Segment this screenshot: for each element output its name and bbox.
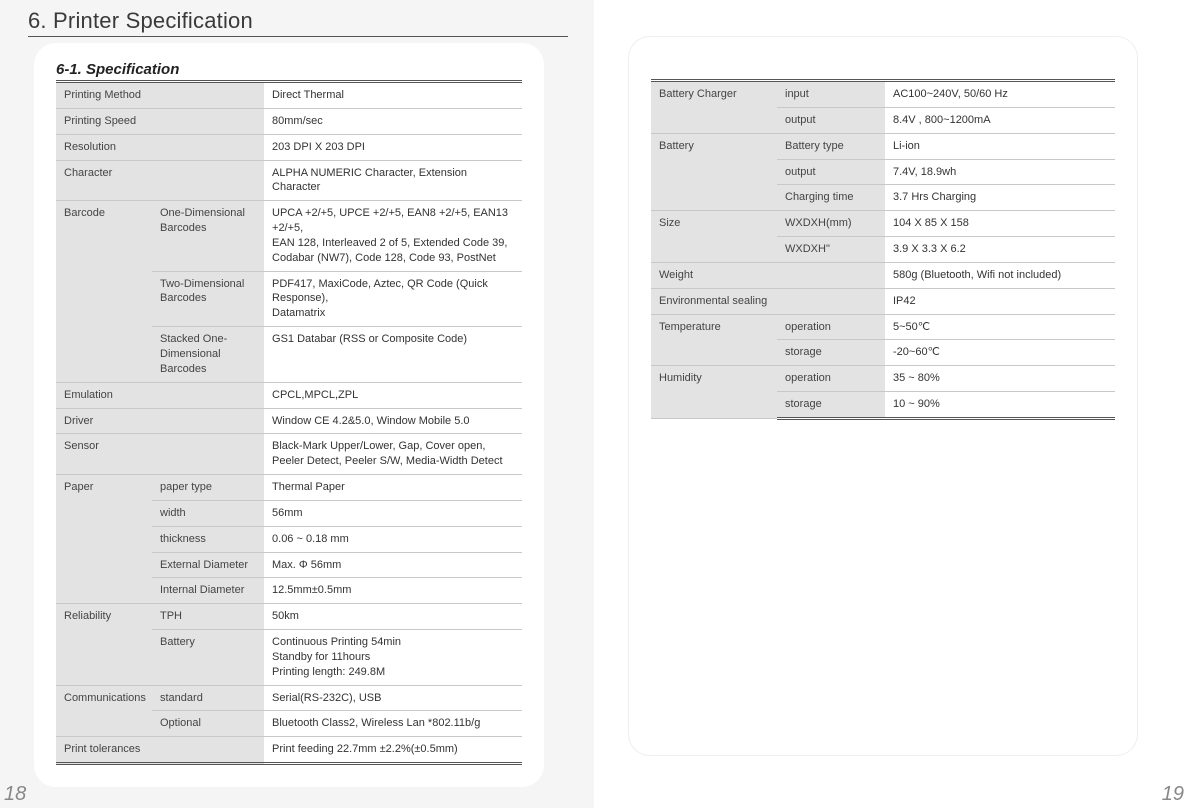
right-panel: Battery Charger input AC100~240V, 50/60 … (628, 36, 1138, 756)
row-value: 3.7 Hrs Charging (885, 185, 1115, 211)
row-label: Emulation (56, 382, 264, 408)
row-sublabel: TPH (152, 604, 264, 630)
row-value: 203 DPI X 203 DPI (264, 134, 522, 160)
row-label: Battery Charger (651, 81, 777, 134)
row-sublabel: One-Dimensional Barcodes (152, 201, 264, 271)
row-value: AC100~240V, 50/60 Hz (885, 81, 1115, 108)
row-value: 7.4V, 18.9wh (885, 159, 1115, 185)
row-value: 5~50℃ (885, 314, 1115, 340)
row-sublabel: Internal Diameter (152, 578, 264, 604)
row-value: Continuous Printing 54min Standby for 11… (264, 630, 522, 686)
row-label: Character (56, 160, 264, 201)
row-value: Serial(RS-232C), USB (264, 685, 522, 711)
row-sublabel: storage (777, 340, 885, 366)
page-number-right: 19 (1162, 783, 1184, 806)
left-panel: 6-1. Specification Printing Method Direc… (34, 43, 544, 787)
row-value: Bluetooth Class2, Wireless Lan *802.11b/… (264, 711, 522, 737)
row-value: 80mm/sec (264, 108, 522, 134)
row-value: Thermal Paper (264, 475, 522, 501)
row-sublabel: Charging time (777, 185, 885, 211)
row-value: 3.9 X 3.3 X 6.2 (885, 237, 1115, 263)
row-label: Resolution (56, 134, 264, 160)
row-sublabel: output (777, 159, 885, 185)
row-value: Max. Φ 56mm (264, 552, 522, 578)
row-label: Weight (651, 262, 885, 288)
row-value: CPCL,MPCL,ZPL (264, 382, 522, 408)
row-sublabel: standard (152, 685, 264, 711)
row-value: PDF417, MaxiCode, Aztec, QR Code (Quick … (264, 271, 522, 327)
page-right: Battery Charger input AC100~240V, 50/60 … (594, 0, 1188, 808)
row-sublabel: Battery type (777, 133, 885, 159)
spec-table-left: Printing Method Direct Thermal Printing … (56, 80, 522, 765)
row-value: -20~60℃ (885, 340, 1115, 366)
row-value: Print feeding 22.7mm ±2.2%(±0.5mm) (264, 737, 522, 764)
row-sublabel: WXDXH(mm) (777, 211, 885, 237)
row-sublabel: output (777, 107, 885, 133)
row-label: Printing Speed (56, 108, 264, 134)
row-label: Driver (56, 408, 264, 434)
row-label: Size (651, 211, 777, 263)
page-number-left: 18 (4, 783, 26, 806)
row-sublabel: WXDXH" (777, 237, 885, 263)
row-value: 10 ~ 90% (885, 392, 1115, 419)
row-label: Battery (651, 133, 777, 211)
chapter-title: 6. Printer Specification (28, 8, 566, 34)
row-value: Li-ion (885, 133, 1115, 159)
row-value: GS1 Databar (RSS or Composite Code) (264, 327, 522, 383)
row-label: Environmental sealing (651, 288, 885, 314)
row-value: 12.5mm±0.5mm (264, 578, 522, 604)
row-label: Printing Method (56, 82, 264, 109)
row-label: Print tolerances (56, 737, 264, 764)
row-sublabel: Stacked One-Dimensional Barcodes (152, 327, 264, 383)
row-value: ALPHA NUMERIC Character, Extension Chara… (264, 160, 522, 201)
spec-table-right: Battery Charger input AC100~240V, 50/60 … (651, 79, 1115, 420)
row-value: Direct Thermal (264, 82, 522, 109)
row-value: 0.06 ~ 0.18 mm (264, 526, 522, 552)
row-value: 56mm (264, 500, 522, 526)
row-label: Sensor (56, 434, 264, 475)
row-value: Black-Mark Upper/Lower, Gap, Cover open,… (264, 434, 522, 475)
row-value: UPCA +2/+5, UPCE +2/+5, EAN8 +2/+5, EAN1… (264, 201, 522, 271)
row-sublabel: width (152, 500, 264, 526)
row-value: 35 ~ 80% (885, 366, 1115, 392)
row-sublabel: input (777, 81, 885, 108)
row-sublabel: External Diameter (152, 552, 264, 578)
row-label: Temperature (651, 314, 777, 366)
row-value: Window CE 4.2&5.0, Window Mobile 5.0 (264, 408, 522, 434)
section-title: 6-1. Specification (56, 61, 522, 78)
row-label: Humidity (651, 366, 777, 419)
row-value: 104 X 85 X 158 (885, 211, 1115, 237)
title-rule (28, 36, 568, 37)
row-sublabel: Optional (152, 711, 264, 737)
row-sublabel: Two-Dimensional Barcodes (152, 271, 264, 327)
row-label: Communications (56, 685, 152, 737)
row-sublabel: paper type (152, 475, 264, 501)
page-left: 6. Printer Specification 6-1. Specificat… (0, 0, 594, 808)
row-label: Reliability (56, 604, 152, 685)
row-sublabel: operation (777, 366, 885, 392)
row-sublabel: Battery (152, 630, 264, 686)
row-value: 8.4V , 800~1200mA (885, 107, 1115, 133)
row-value: IP42 (885, 288, 1115, 314)
row-sublabel: thickness (152, 526, 264, 552)
row-sublabel: storage (777, 392, 885, 419)
row-sublabel: operation (777, 314, 885, 340)
row-value: 50km (264, 604, 522, 630)
row-value: 580g (Bluetooth, Wifi not included) (885, 262, 1115, 288)
row-label: Barcode (56, 201, 152, 382)
row-label: Paper (56, 475, 152, 604)
